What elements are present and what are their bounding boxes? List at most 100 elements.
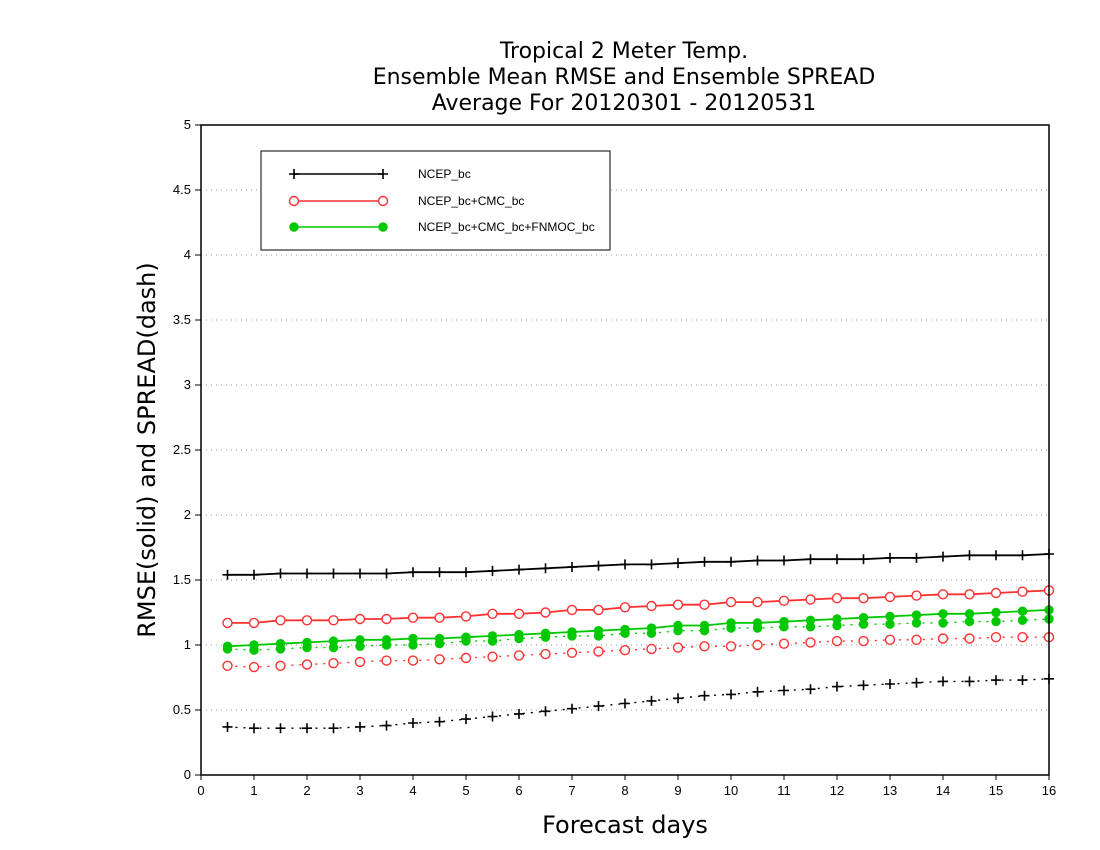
legend-marker xyxy=(378,169,388,179)
spread-point xyxy=(699,690,710,701)
rmse-point xyxy=(990,587,1002,599)
rmse-point xyxy=(938,551,948,562)
rmse-point xyxy=(725,596,737,608)
spread-point xyxy=(752,686,763,697)
chart-title-line-3: Average For 20120301 - 20120531 xyxy=(432,91,817,116)
spread-point xyxy=(646,643,657,655)
spread-point xyxy=(434,716,445,727)
spread-point xyxy=(354,656,366,668)
rmse-point xyxy=(248,617,260,629)
rmse-point xyxy=(275,639,286,649)
rmse-point xyxy=(779,616,789,627)
x-axis-title: Forecast days xyxy=(542,811,708,839)
spread-line xyxy=(227,678,1050,729)
rmse-point xyxy=(858,554,869,565)
spread-point xyxy=(566,647,578,658)
spread-point xyxy=(593,701,604,712)
y-tick-label: 2.5 xyxy=(173,442,191,457)
spread-point xyxy=(540,648,551,660)
rmse-point xyxy=(964,589,975,600)
rmse-point xyxy=(752,555,763,566)
spread-point xyxy=(964,676,975,687)
spread-line xyxy=(227,636,1049,668)
rmse-point xyxy=(593,560,604,571)
y-tick-label: 5 xyxy=(184,117,191,132)
rmse-point xyxy=(885,552,895,563)
rmse-point xyxy=(832,614,842,624)
spread-point xyxy=(381,655,392,666)
x-tick-label: 9 xyxy=(674,783,681,798)
legend-item: NCEP_bc xyxy=(289,167,471,181)
rmse-point xyxy=(911,610,922,620)
x-tick-label: 10 xyxy=(724,783,738,798)
spread-point xyxy=(726,689,736,700)
rmse-point xyxy=(858,613,869,623)
spread-line xyxy=(227,618,1050,651)
rmse-point xyxy=(407,612,419,623)
spread-point xyxy=(805,637,816,648)
spread-point xyxy=(991,616,1001,627)
rmse-point xyxy=(249,640,259,650)
rmse-point xyxy=(514,564,524,575)
spread-point xyxy=(779,685,789,696)
rmse-point xyxy=(884,591,896,603)
rmse-point xyxy=(673,558,683,569)
spread-point xyxy=(275,723,286,734)
spread-point xyxy=(832,681,842,692)
spread-point xyxy=(1017,632,1028,643)
x-tick-label: 0 xyxy=(197,783,204,798)
spread-point xyxy=(407,655,419,666)
rmse-point xyxy=(567,562,577,572)
spread-point xyxy=(248,661,260,673)
rmse-point xyxy=(699,599,710,610)
series-2 xyxy=(222,605,1054,655)
legend-label: NCEP_bc+CMC_bc xyxy=(418,194,524,208)
y-tick-label: 3 xyxy=(184,377,191,392)
rmse-point xyxy=(832,554,842,565)
spread-point xyxy=(355,721,365,732)
spread-point xyxy=(249,723,259,734)
rmse-point xyxy=(354,613,366,625)
legend-marker xyxy=(377,195,389,207)
x-tick-label: 8 xyxy=(621,783,628,798)
rmse-point xyxy=(752,596,763,608)
rmse-point xyxy=(593,604,604,616)
rmse-point xyxy=(381,613,392,625)
rmse-line xyxy=(227,553,1050,576)
rmse-point xyxy=(593,626,604,636)
spread-point xyxy=(990,632,1002,643)
y-tick-label: 1 xyxy=(184,637,191,652)
rmse-point xyxy=(461,632,471,642)
x-tick-label: 7 xyxy=(568,783,575,798)
x-tick-label: 12 xyxy=(830,783,844,798)
rmse-point xyxy=(487,565,498,576)
rmse-point xyxy=(831,593,843,604)
axis-ticks: 00.511.522.533.544.550 1 2 3 4 5 6 7 8 9 10 11 12 13 1… xyxy=(173,117,1056,798)
rmse-point xyxy=(672,599,684,610)
spread-point xyxy=(725,641,737,652)
spread-point xyxy=(858,635,869,647)
spread-point xyxy=(302,723,312,734)
rmse-point xyxy=(328,615,339,626)
spread-point xyxy=(938,676,948,687)
x-tick-label: 6 xyxy=(515,783,522,798)
rmse-point xyxy=(646,559,657,570)
spread-point xyxy=(1017,675,1028,686)
spread-point xyxy=(831,635,843,647)
spread-point xyxy=(514,708,524,719)
spread-point xyxy=(885,619,895,629)
rmse-point xyxy=(487,631,498,641)
spread-point xyxy=(328,723,339,734)
y-tick-label: 4 xyxy=(184,247,191,262)
spread-point xyxy=(938,618,948,628)
series-1 xyxy=(222,585,1055,673)
spread-point xyxy=(275,660,286,671)
rmse-point xyxy=(805,615,816,625)
rmse-point xyxy=(566,604,578,616)
x-tick-label: 14 xyxy=(936,783,950,798)
spread-point xyxy=(222,660,233,671)
rmse-point xyxy=(726,618,736,628)
spread-point xyxy=(673,693,683,704)
rmse-line xyxy=(227,609,1050,648)
rmse-point xyxy=(911,590,922,601)
